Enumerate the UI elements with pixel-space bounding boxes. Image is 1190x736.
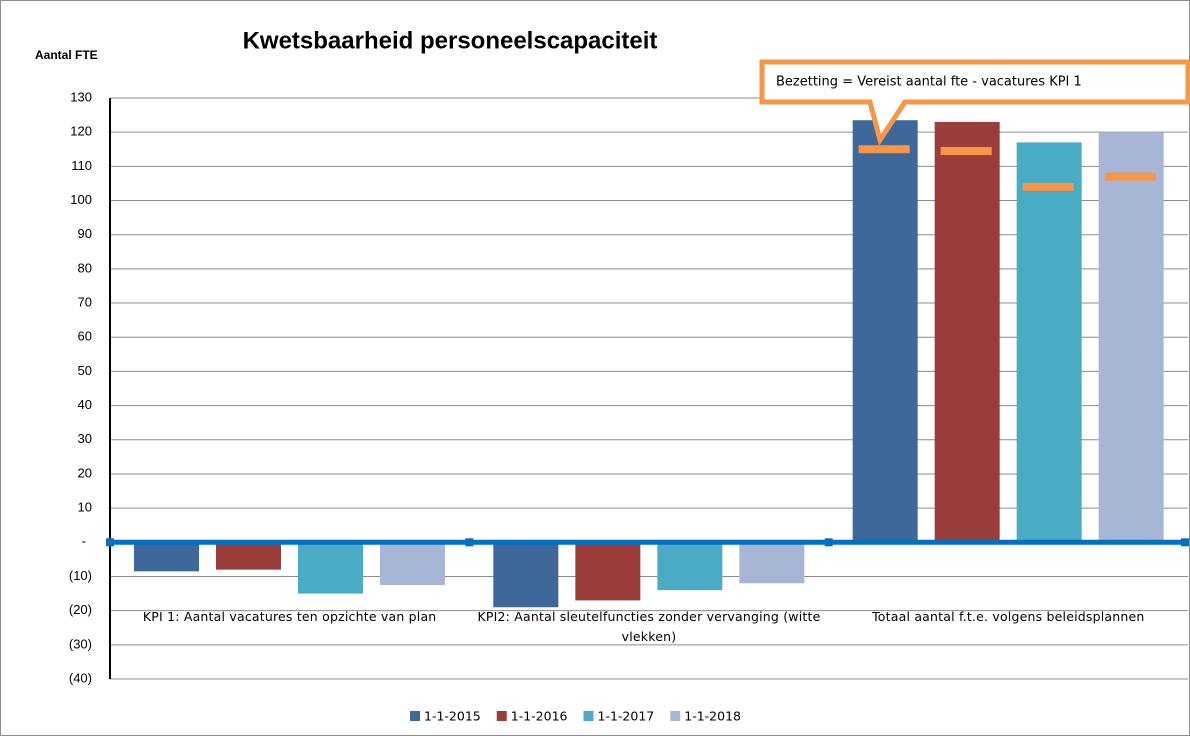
y-tick-label: (20) (69, 602, 92, 617)
bar (739, 542, 805, 584)
bar (134, 542, 199, 572)
x-tick-label: KPI2: Aantal sleutelfuncties zonder verv… (477, 609, 821, 644)
legend-label: 1-1-2015 (424, 709, 481, 724)
bar (216, 542, 281, 570)
y-tick-label: 100 (70, 192, 92, 207)
y-tick-label: (40) (69, 670, 92, 685)
y-tick-label: 40 (78, 397, 92, 412)
callout-text: Bezetting = Vereist aantal fte - vacatur… (776, 75, 1082, 90)
y-tick-label: - (82, 534, 86, 549)
legend-label: 1-1-2018 (684, 709, 741, 724)
bar (380, 542, 445, 586)
y-tick-label: (10) (69, 568, 92, 583)
legend-label: 1-1-2016 (511, 709, 568, 724)
y-tick-label: 120 (70, 124, 92, 139)
callout-box (759, 59, 1190, 147)
axis-marker (465, 538, 474, 547)
category-text: KPI2: Aantal sleutelfuncties zonder verv… (477, 609, 821, 644)
legend-swatch (410, 711, 420, 721)
bar (493, 542, 559, 608)
y-tick-label: 70 (78, 294, 92, 309)
y-tick-label: 90 (78, 226, 92, 241)
y-tick-label: (30) (69, 636, 92, 651)
legend-swatch (496, 711, 507, 721)
bar (934, 121, 1000, 543)
legend-swatch (583, 711, 594, 721)
legend: 1-1-2015 1-1-2016 1-1-2017 1-1-2018 (410, 709, 741, 724)
bar (575, 542, 641, 601)
legend-swatch (670, 711, 681, 721)
y-tick-label: 30 (78, 431, 92, 446)
plot: (40) (30) (20) (10) - 10 20 30 40 50 60 70 80 90 100 11… (69, 89, 1189, 685)
x-tick-label: Totaal aantal f.t.e. volgens beleidsplan… (872, 609, 1145, 624)
category-text: KPI 1: Aantal vacatures ten opzichte van… (142, 609, 437, 624)
y-tick-label: 20 (78, 465, 92, 480)
axis-marker (824, 538, 833, 547)
axis-marker (1181, 538, 1189, 547)
y-tick-label: 10 (78, 500, 92, 515)
y-tick-label: 50 (78, 363, 92, 378)
x-tick-label: KPI 1: Aantal vacatures ten opzichte van… (142, 609, 437, 624)
y-tick-label: 130 (70, 89, 92, 104)
bar (298, 542, 363, 594)
axis-marker (106, 538, 114, 547)
chart-title: Kwetsbaarheid personeelscapaciteit (243, 27, 658, 54)
legend-label: 1-1-2017 (598, 709, 655, 724)
bar (657, 542, 723, 591)
y-tick-label: 60 (78, 329, 92, 344)
y-tick-label: 80 (78, 260, 92, 275)
bar (852, 120, 918, 543)
bar (1016, 142, 1082, 543)
bar (1098, 132, 1164, 543)
y-tick-label: 110 (71, 158, 92, 173)
category-text: Totaal aantal f.t.e. volgens beleidsplan… (872, 609, 1145, 624)
y-axis-label: Aantal FTE (35, 48, 98, 62)
